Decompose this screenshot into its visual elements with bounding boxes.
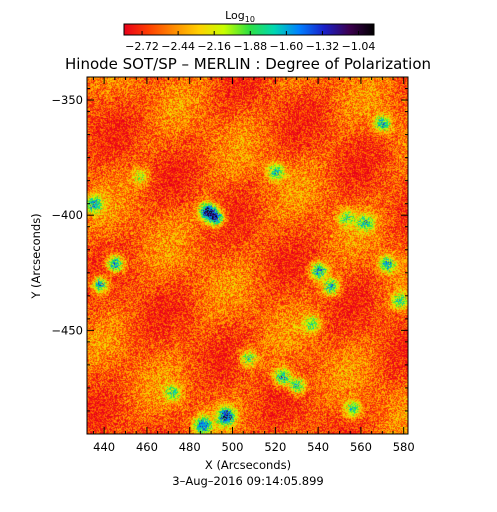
polarization-heatmap xyxy=(87,77,408,434)
colorbar-tick-label: −2.72 xyxy=(125,40,159,53)
y-axis-ticks: −350 −400 −450 xyxy=(51,88,408,435)
colorbar-tick-label: −1.04 xyxy=(342,40,376,53)
x-tick-label: 480 xyxy=(179,440,201,454)
colorbar-ticks: −2.72 −2.44 −2.16 −1.88 −1.60 −1.32 −1.04 xyxy=(125,31,375,53)
observation-timestamp: 3–Aug–2016 09:14:05.899 xyxy=(172,474,323,488)
x-axis-ticks: 440 460 480 500 520 540 560 580 xyxy=(92,77,415,454)
x-tick-label: 580 xyxy=(393,440,415,454)
colorbar-tick-label: −1.88 xyxy=(233,40,267,53)
colorbar-title: Log10 xyxy=(225,9,255,24)
x-tick-label: 520 xyxy=(264,440,286,454)
colorbar xyxy=(123,23,375,36)
y-tick-label: −350 xyxy=(51,93,83,107)
plot-frame xyxy=(86,76,409,435)
y-axis-label: Y (Arcseconds) xyxy=(29,213,43,299)
y-tick-label: −450 xyxy=(51,323,83,337)
x-tick-label: 440 xyxy=(93,440,115,454)
chart-title: Hinode SOT/SP – MERLIN : Degree of Polar… xyxy=(65,55,431,73)
colorbar-tick-label: −2.44 xyxy=(161,40,195,53)
x-tick-label: 540 xyxy=(307,440,329,454)
x-tick-label: 460 xyxy=(136,440,158,454)
x-tick-label: 500 xyxy=(222,440,244,454)
y-tick-label: −400 xyxy=(51,208,83,222)
colorbar-tick-label: −1.32 xyxy=(306,40,340,53)
x-axis-label: X (Arcseconds) xyxy=(205,458,291,472)
colorbar-tick-label: −2.16 xyxy=(197,40,231,53)
x-tick-label: 560 xyxy=(350,440,372,454)
colorbar-tick-label: −1.60 xyxy=(270,40,304,53)
